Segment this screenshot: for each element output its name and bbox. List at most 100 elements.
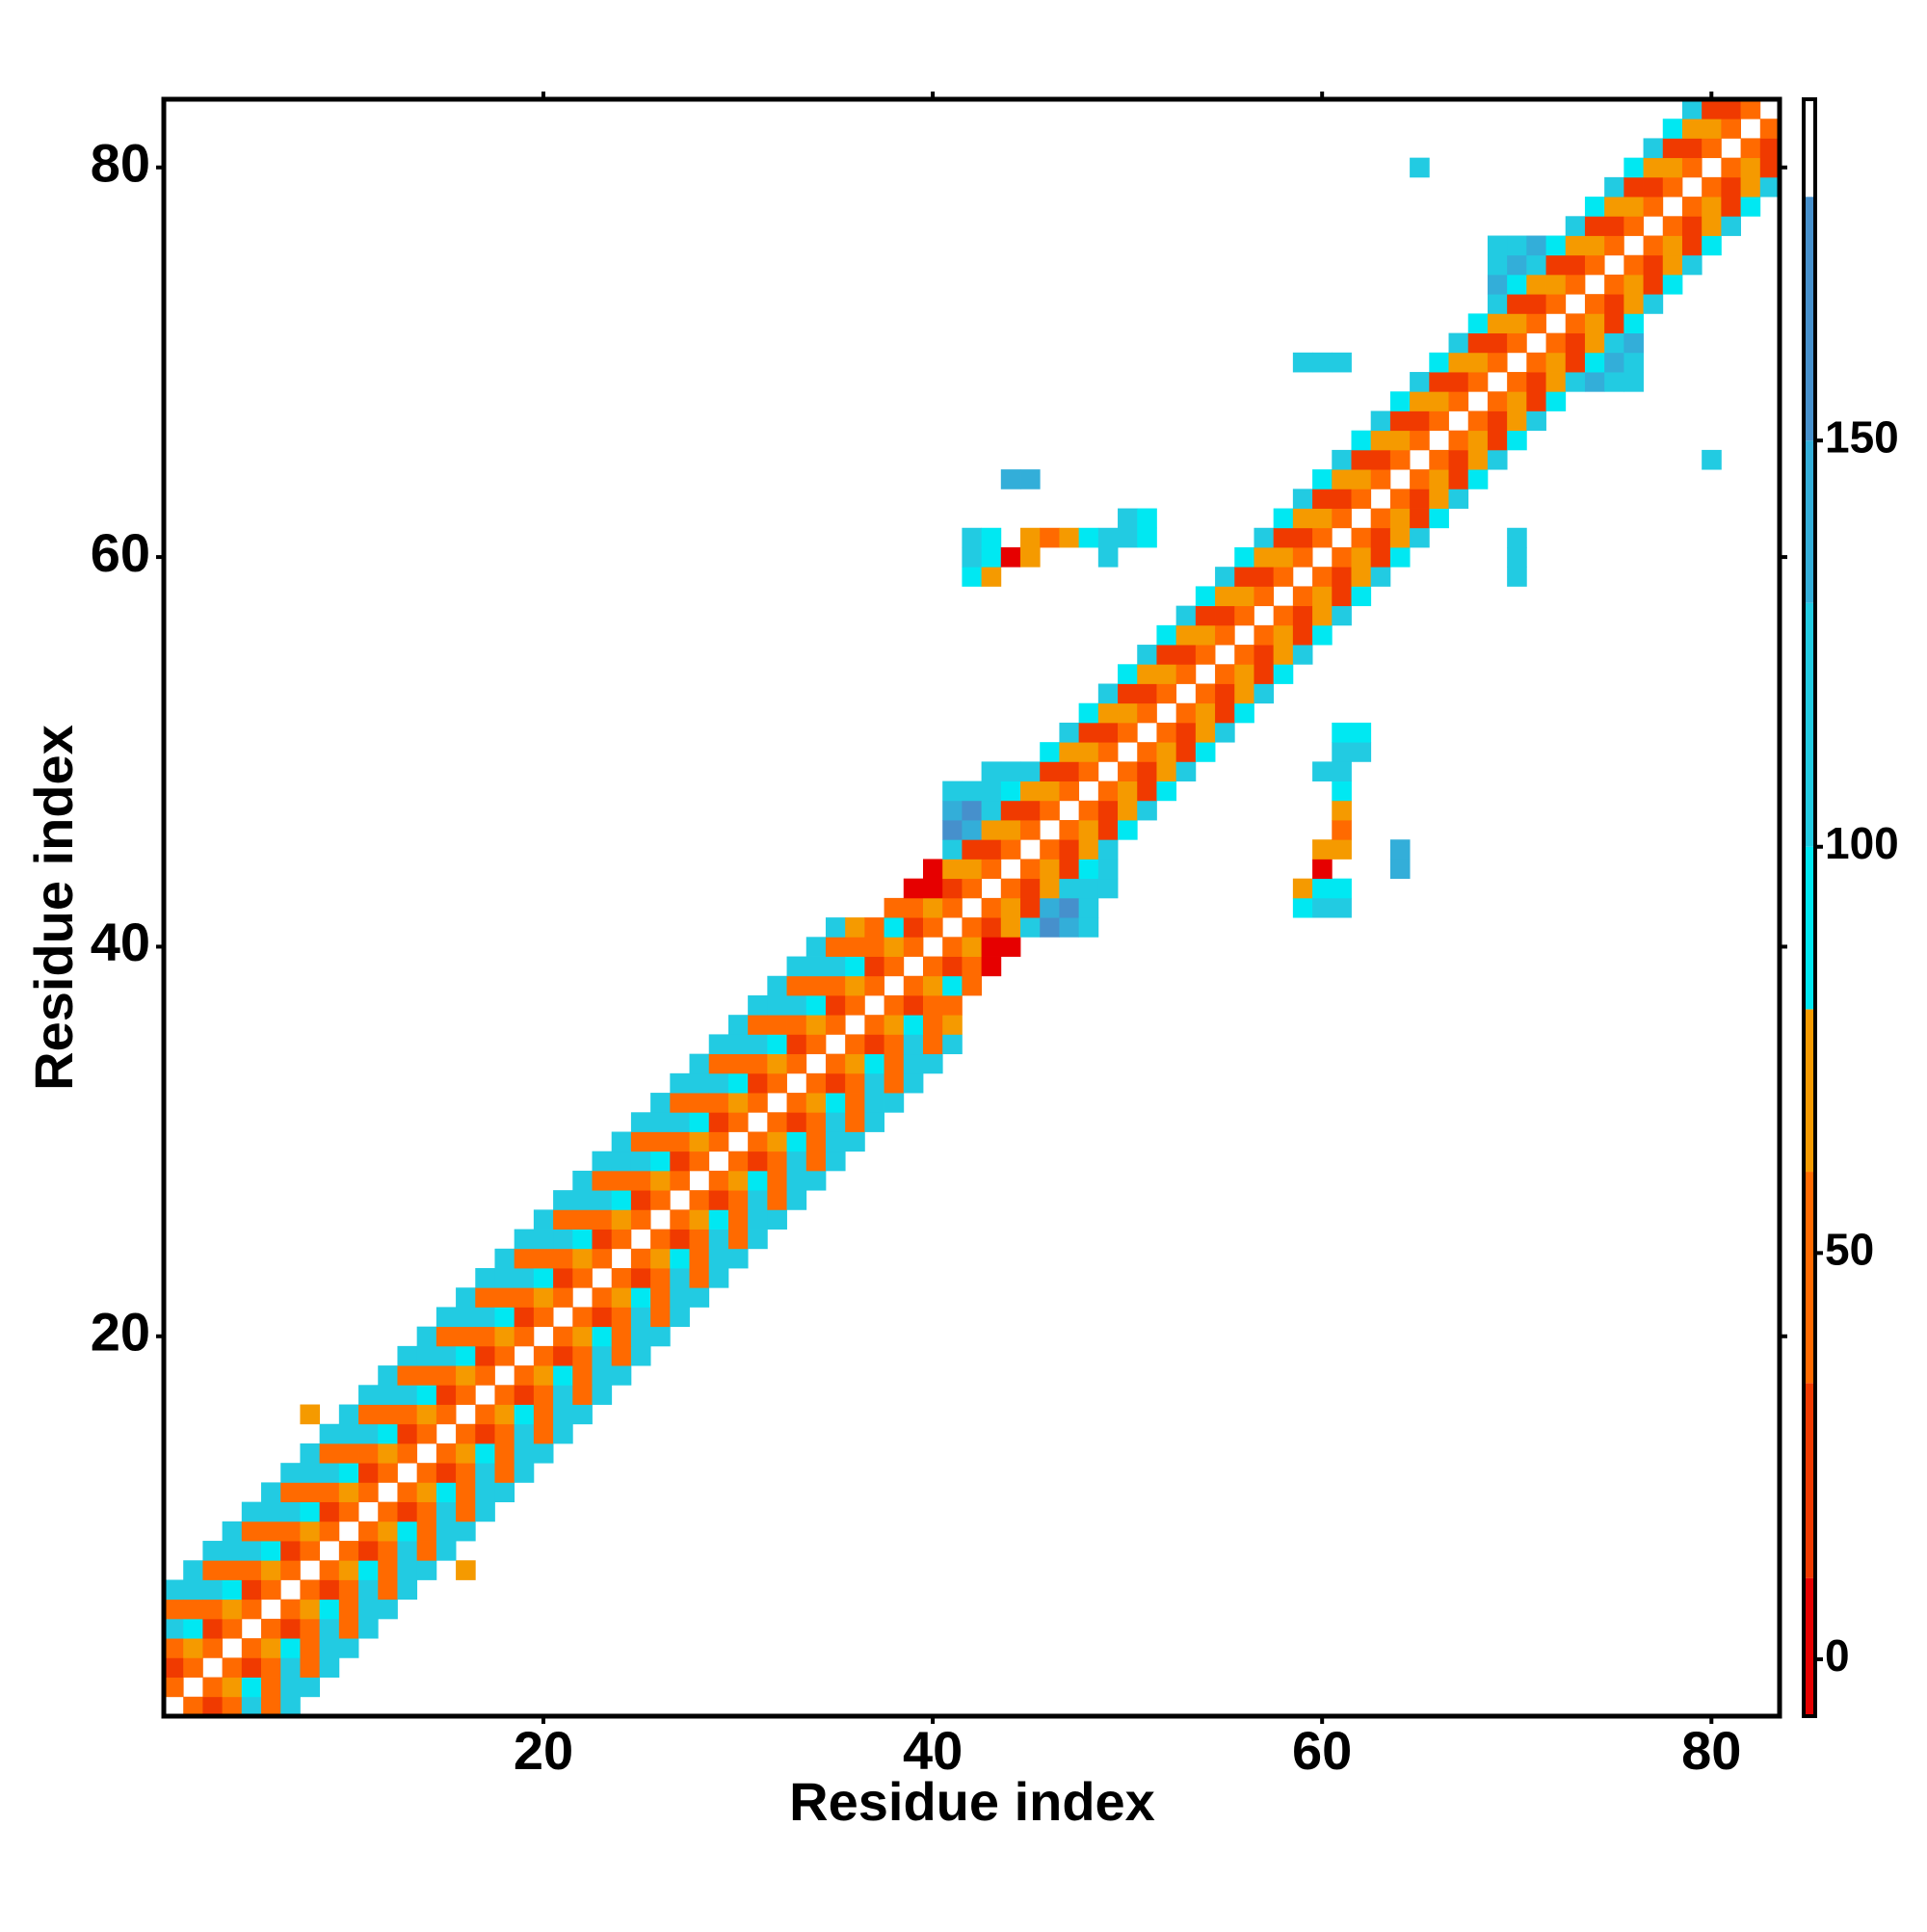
heatmap-cell <box>1604 197 1624 217</box>
heatmap-cell <box>164 1599 184 1620</box>
heatmap-cell <box>533 1442 554 1464</box>
heatmap-cell <box>1332 567 1352 587</box>
heatmap-cell <box>222 1657 243 1678</box>
heatmap-cell <box>1175 702 1197 724</box>
heatmap-cell <box>1370 430 1391 451</box>
heatmap-cell <box>553 1326 573 1347</box>
heatmap-cell <box>1078 761 1099 781</box>
heatmap-cell <box>825 1053 846 1074</box>
heatmap-cell <box>1351 742 1372 762</box>
heatmap-cell <box>1118 664 1138 684</box>
heatmap-cell <box>202 1618 224 1639</box>
heatmap-cell <box>864 937 884 957</box>
heatmap-cell <box>1234 702 1254 724</box>
heatmap-cell <box>358 1599 379 1620</box>
heatmap-cell <box>825 1093 846 1113</box>
heatmap-cell <box>1332 546 1352 568</box>
heatmap-cell <box>786 956 807 977</box>
heatmap-cell <box>903 917 924 938</box>
heatmap-cell <box>1448 469 1469 490</box>
heatmap-cell <box>436 1365 457 1386</box>
heatmap-cell <box>592 1345 613 1366</box>
heatmap-cell <box>1370 410 1391 432</box>
heatmap-cell <box>378 1385 398 1405</box>
heatmap-cell <box>494 1442 515 1464</box>
heatmap-cell <box>1389 859 1411 880</box>
heatmap-cell <box>1234 546 1254 568</box>
heatmap-cell <box>1137 742 1157 762</box>
heatmap-cell <box>767 1015 787 1035</box>
heatmap-cell <box>748 1209 768 1230</box>
heatmap-cell <box>1584 216 1605 236</box>
heatmap-cell <box>1312 761 1333 781</box>
heatmap-cell <box>1078 800 1099 821</box>
heatmap-cell <box>1702 235 1722 256</box>
heatmap-cell <box>786 1112 807 1132</box>
heatmap-cell <box>397 1482 418 1503</box>
heatmap-cell <box>1097 546 1119 568</box>
heatmap-cell <box>378 1365 398 1386</box>
heatmap-cell <box>456 1345 476 1366</box>
heatmap-cell <box>222 1560 243 1580</box>
heatmap-cell <box>1254 586 1275 607</box>
heatmap-cell <box>825 1112 846 1132</box>
heatmap-cell <box>805 1034 827 1055</box>
heatmap-cell <box>748 1093 768 1113</box>
heatmap-cell <box>981 839 1002 860</box>
heatmap-cell <box>416 1345 437 1366</box>
heatmap-cell <box>553 1229 573 1250</box>
heatmap-cell <box>1526 294 1546 314</box>
heatmap-cell <box>1429 489 1449 509</box>
heatmap-cell <box>1195 722 1216 743</box>
heatmap-cell <box>300 1442 321 1464</box>
heatmap-cell <box>319 1442 340 1464</box>
heatmap-cell <box>300 1501 321 1522</box>
heatmap-cell <box>1040 800 1060 821</box>
heatmap-cell <box>1273 624 1294 646</box>
heatmap-cell <box>592 1151 613 1172</box>
heatmap-cell <box>708 1209 729 1230</box>
heatmap-cell <box>864 1072 884 1094</box>
heatmap-cell <box>1020 546 1041 568</box>
heatmap-cell <box>456 1307 476 1328</box>
heatmap-cell <box>416 1521 437 1542</box>
heatmap-cell <box>1332 761 1352 781</box>
heatmap-cell <box>981 859 1002 880</box>
heatmap-cell <box>748 1034 768 1055</box>
heatmap-cell <box>1000 546 1021 568</box>
heatmap-cell <box>183 1657 203 1678</box>
heatmap-cell <box>202 1677 224 1698</box>
heatmap-cell <box>1059 897 1080 918</box>
heatmap-cell <box>300 1657 321 1678</box>
heatmap-cell <box>1351 546 1372 568</box>
heatmap-cell <box>397 1442 418 1464</box>
heatmap-cell <box>1175 645 1197 665</box>
heatmap-cell <box>1273 645 1294 665</box>
heatmap-cell <box>670 1072 690 1094</box>
heatmap-cell <box>1273 546 1294 568</box>
heatmap-cell <box>475 1326 495 1347</box>
heatmap-cell <box>1545 372 1567 392</box>
heatmap-cell <box>1234 586 1254 607</box>
heatmap-cell <box>456 1463 476 1483</box>
heatmap-cell <box>241 1541 262 1561</box>
heatmap-cell <box>1643 197 1664 217</box>
heatmap-cell <box>942 1015 963 1035</box>
heatmap-cell <box>1604 352 1624 373</box>
heatmap-cell <box>358 1423 379 1444</box>
heatmap-cell <box>1156 781 1177 802</box>
heatmap-cell <box>1565 352 1586 373</box>
heatmap-cell <box>416 1482 437 1503</box>
heatmap-cell <box>1526 410 1546 432</box>
heatmap-cell <box>1623 274 1644 295</box>
heatmap-cell <box>1156 664 1177 684</box>
heatmap-cell <box>1507 332 1527 354</box>
heatmap-cell <box>397 1345 418 1366</box>
heatmap-cell <box>981 567 1002 587</box>
heatmap-cell <box>338 1442 359 1464</box>
heatmap-cell <box>1195 624 1216 646</box>
heatmap-cell <box>1078 917 1099 938</box>
heatmap-cell <box>1137 800 1157 821</box>
heatmap-cell <box>1254 645 1275 665</box>
heatmap-cell <box>261 1696 281 1717</box>
